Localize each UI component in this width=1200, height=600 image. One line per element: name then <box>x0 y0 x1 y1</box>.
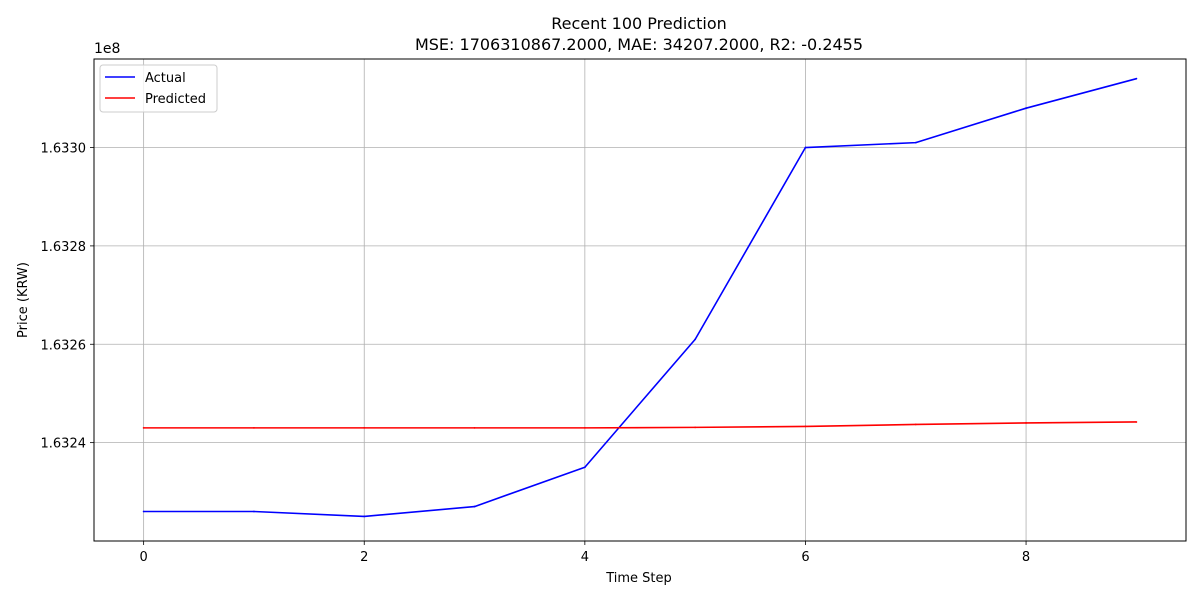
y-tick-label: 1.6328 <box>41 240 87 255</box>
chart-title: Recent 100 Prediction <box>551 14 727 33</box>
legend: Actual Predicted <box>99 64 218 113</box>
x-ticks: 0 2 4 6 8 <box>139 541 1030 565</box>
data-point-actual <box>363 515 366 518</box>
series-line-actual <box>143 77 1137 518</box>
y-offset-label: 1e8 <box>94 41 120 57</box>
x-axis-label: Time Step <box>605 571 672 586</box>
plot-frame <box>93 58 1187 542</box>
data-point-predicted <box>473 426 476 429</box>
x-tick-label: 2 <box>360 550 368 565</box>
data-point-actual <box>914 141 917 144</box>
y-tick-label: 1.6324 <box>41 437 87 452</box>
data-point-actual <box>1025 107 1027 110</box>
y-axis-label: Price (KRW) <box>16 262 31 338</box>
x-tick-label: 0 <box>139 550 147 565</box>
data-point-predicted <box>694 426 697 429</box>
data-point-actual <box>694 338 697 341</box>
data-point-actual <box>804 146 807 149</box>
x-tick-label: 4 <box>581 550 589 565</box>
data-point-actual <box>142 510 145 513</box>
data-point-actual <box>1135 77 1138 80</box>
legend-label-predicted: Predicted <box>145 92 206 107</box>
data-point-predicted <box>583 426 586 429</box>
x-tick-label: 8 <box>1022 550 1030 565</box>
y-tick-label: 1.6330 <box>41 142 87 157</box>
data-point-predicted <box>1025 422 1027 424</box>
data-point-predicted <box>253 426 255 429</box>
data-point-predicted <box>142 426 145 429</box>
data-point-predicted <box>1135 421 1138 423</box>
series-layer <box>142 77 1138 518</box>
series-actual <box>142 77 1138 518</box>
series-line-predicted <box>143 421 1137 429</box>
data-point-actual <box>253 510 255 513</box>
series-predicted <box>142 421 1138 429</box>
y-tick-label: 1.6326 <box>41 338 87 353</box>
y-ticks: 1.6324 1.6326 1.6328 1.6330 <box>41 142 94 452</box>
grid-lines <box>94 59 1186 541</box>
legend-label-actual: Actual <box>145 71 186 86</box>
data-point-predicted <box>914 423 917 426</box>
data-point-actual <box>473 505 476 508</box>
x-tick-label: 6 <box>801 550 809 565</box>
chart-subtitle: MSE: 1706310867.2000, MAE: 34207.2000, R… <box>415 35 863 54</box>
data-point-predicted <box>804 425 807 428</box>
data-point-actual <box>583 466 586 469</box>
data-point-predicted <box>363 426 366 429</box>
